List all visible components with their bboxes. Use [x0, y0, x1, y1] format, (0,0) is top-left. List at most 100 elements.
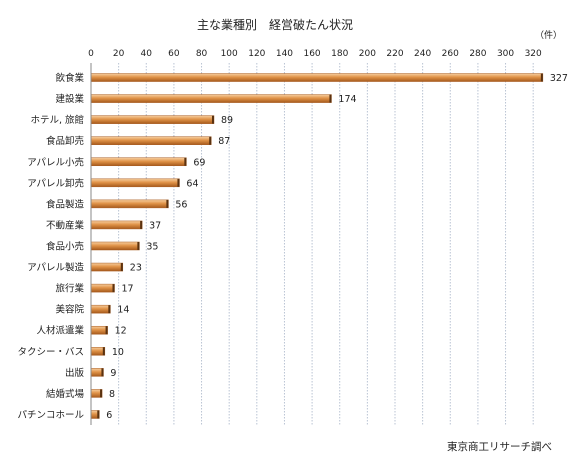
x-tick-label: 140	[276, 49, 293, 59]
x-tick-label: 100	[221, 49, 238, 59]
x-tick-label: 60	[168, 49, 180, 59]
bar-end-cap	[105, 326, 108, 335]
value-label: 8	[109, 389, 115, 400]
bar-body	[90, 199, 169, 209]
bar	[90, 178, 180, 188]
bar-end-cap	[102, 347, 105, 356]
chart-title: 主な業種別 経営破たん状況	[197, 17, 353, 32]
category-label: 飲食業	[55, 72, 84, 84]
bar	[90, 304, 111, 314]
x-tick-label: 240	[414, 49, 431, 59]
category-label: 結婚式場	[46, 388, 85, 400]
bar-body	[90, 157, 187, 167]
category-label: ホテル, 旅館	[30, 114, 84, 126]
bar	[90, 410, 100, 419]
value-label: 12	[115, 326, 127, 337]
category-label: アパレル卸売	[27, 177, 84, 189]
value-label: 35	[146, 242, 158, 253]
category-label: 旅行業	[55, 283, 84, 295]
bar	[90, 262, 124, 272]
bar	[90, 136, 212, 145]
bar-body	[90, 325, 108, 335]
value-label: 10	[112, 347, 124, 358]
unit-label: （件）	[535, 29, 562, 41]
bar	[90, 199, 169, 209]
category-label: 食品小売	[46, 241, 84, 253]
category-label: 人材派遣業	[36, 325, 84, 337]
bar-body	[90, 178, 180, 188]
x-tick-label: 220	[386, 49, 403, 59]
category-label: 不動産業	[46, 219, 85, 231]
bar-body	[90, 262, 124, 272]
category-label: アパレル製造	[27, 262, 84, 274]
bars	[90, 73, 544, 419]
value-label: 37	[149, 220, 161, 231]
bar-end-cap	[329, 94, 332, 103]
bar	[90, 157, 187, 167]
category-label: 美容院	[55, 304, 84, 316]
category-label: 食品製造	[46, 198, 85, 210]
value-label: 17	[121, 284, 133, 295]
category-label: 出版	[65, 367, 85, 379]
bar-end-cap	[137, 242, 140, 250]
bar-body	[90, 220, 143, 230]
source-note: 東京商工リサーチ調べ	[447, 440, 552, 453]
x-tick-label: 200	[359, 49, 376, 59]
category-label: タクシー・バス	[17, 347, 84, 358]
bar-body	[90, 241, 140, 251]
bar-end-cap	[108, 305, 111, 314]
bar-body	[90, 136, 212, 145]
value-label: 6	[106, 410, 112, 421]
bar-end-cap	[166, 199, 169, 208]
bar-body	[90, 347, 106, 356]
x-tick-label: 120	[248, 49, 265, 59]
value-label: 327	[550, 73, 568, 84]
bar	[90, 368, 104, 377]
bar-end-cap	[540, 73, 543, 82]
bar-end-cap	[209, 136, 212, 145]
x-tick-label: 260	[442, 49, 459, 59]
bar	[90, 220, 143, 230]
bar	[90, 389, 103, 398]
bar-end-cap	[140, 220, 143, 229]
bar-end-cap	[177, 178, 180, 187]
x-tick-label: 160	[303, 49, 320, 59]
category-label: 建設業	[55, 93, 84, 105]
bar-body	[90, 283, 115, 293]
x-tick-label: 40	[141, 49, 153, 59]
value-label: 23	[130, 263, 142, 274]
bar-end-cap	[184, 157, 187, 166]
value-label: 64	[186, 178, 198, 189]
bar	[90, 325, 108, 335]
x-tick-label: 0	[88, 49, 94, 59]
bar	[90, 241, 140, 251]
bar-end-cap	[120, 263, 123, 272]
category-label: アパレル小売	[27, 156, 84, 168]
bar	[90, 283, 115, 293]
x-tick-label: 300	[497, 49, 514, 59]
bar	[90, 73, 544, 82]
value-label: 174	[338, 94, 356, 105]
value-label: 69	[193, 157, 205, 168]
value-label: 9	[110, 368, 116, 379]
value-label: 56	[175, 199, 187, 210]
x-tick-label: 20	[113, 49, 125, 59]
bar	[90, 94, 332, 103]
value-label: 14	[117, 305, 129, 316]
value-labels: 327 174 89 87 69 64 56 37 35 23 17 14 12 10 9 8 6	[106, 73, 568, 421]
x-axis-ticks: 0 20 40 60 80 100 120 140 160 180 200 220 240 260 280 3…	[88, 49, 542, 59]
bar-body	[90, 115, 215, 124]
bar-body	[90, 304, 111, 314]
bar-body	[90, 94, 332, 103]
bar-end-cap	[101, 368, 104, 377]
bar-end-cap	[211, 115, 214, 124]
bar-body	[90, 73, 544, 82]
bar-end-cap	[97, 410, 100, 419]
x-tick-label: 280	[469, 49, 486, 59]
category-label: 食品卸売	[46, 135, 84, 147]
bar-end-cap	[100, 389, 103, 398]
bar-end-cap	[112, 284, 115, 293]
category-label: パチンコホール	[17, 410, 84, 421]
